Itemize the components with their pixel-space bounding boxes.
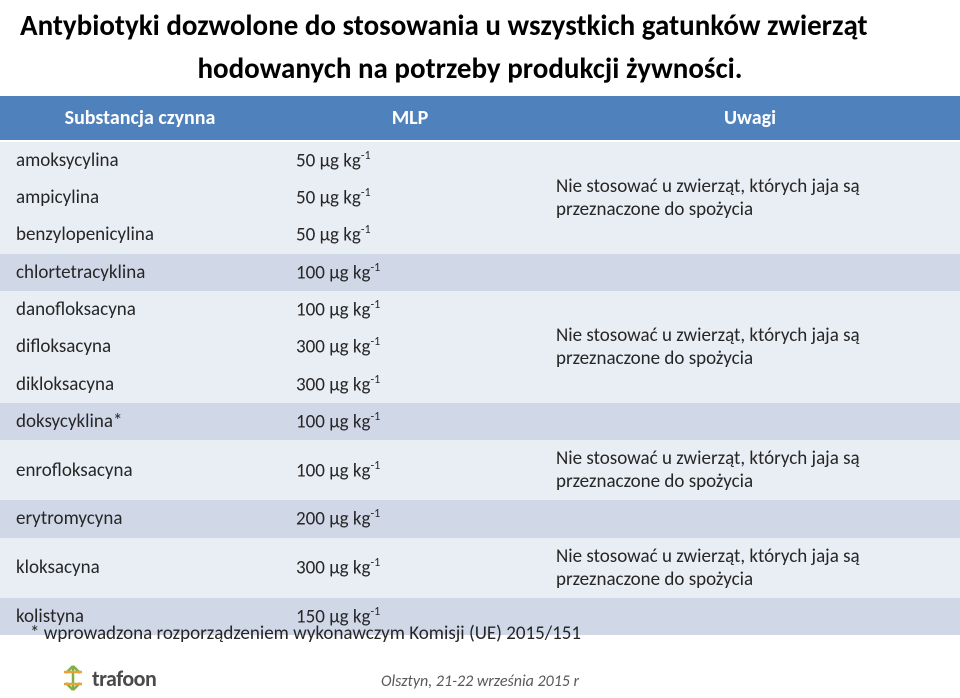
substance-cell: doksycyklina* — [0, 403, 280, 440]
substance-cell: benzylopenicylina — [0, 216, 280, 253]
mlp-cell: 200 µg kg-1 — [280, 500, 540, 537]
substance-cell: danofloksacyna — [0, 291, 280, 328]
table-row: danofloksacyna 100 µg kg-1 Nie stosować … — [0, 291, 960, 328]
mlp-cell: 300 µg kg-1 — [280, 366, 540, 403]
mlp-cell: 50 µg kg-1 — [280, 216, 540, 253]
table-row: amoksycylina 50 µg kg-1 Nie stosować u z… — [0, 141, 960, 179]
trafoon-logo: trafoon — [58, 663, 156, 693]
footnote-text: * wprowadzona rozporządzeniem wykonawczy… — [30, 622, 581, 645]
footer-location-date: Olsztyn, 21-22 września 2015 r — [381, 672, 579, 691]
table-row: kloksacyna 300 µg kg-1 Nie stosować u zw… — [0, 538, 960, 598]
substance-cell: ampicylina — [0, 179, 280, 216]
table-row: enrofloksacyna 100 µg kg-1 Nie stosować … — [0, 440, 960, 500]
mlp-cell: 100 µg kg-1 — [280, 403, 540, 440]
header-notes: Uwagi — [540, 96, 960, 141]
table-row: doksycyklina* 100 µg kg-1 — [0, 403, 960, 440]
trafoon-logo-text: trafoon — [92, 665, 156, 692]
note-cell: Nie stosować u zwierząt, których jaja są… — [540, 538, 960, 598]
note-cell — [540, 500, 960, 537]
note-cell — [540, 598, 960, 635]
mlp-cell: 100 µg kg-1 — [280, 291, 540, 328]
substance-cell: enrofloksacyna — [0, 440, 280, 500]
note-cell — [540, 254, 960, 291]
note-cell — [540, 403, 960, 440]
mlp-cell: 50 µg kg-1 — [280, 179, 540, 216]
slide-title-line2: hodowanych na potrzeby produkcji żywnośc… — [0, 43, 960, 86]
note-cell: Nie stosować u zwierząt, których jaja są… — [540, 440, 960, 500]
mlp-cell: 300 µg kg-1 — [280, 538, 540, 598]
table-row: chlortetracyklina 100 µg kg-1 — [0, 254, 960, 291]
slide-title-line1: Antybiotyki dozwolone do stosowania u ws… — [0, 0, 960, 43]
substance-cell: amoksycylina — [0, 141, 280, 179]
note-cell: Nie stosować u zwierząt, których jaja są… — [540, 141, 960, 254]
substance-cell: chlortetracyklina — [0, 254, 280, 291]
header-substance: Substancja czynna — [0, 96, 280, 141]
substance-cell: dikloksacyna — [0, 366, 280, 403]
mlp-cell: 50 µg kg-1 — [280, 141, 540, 179]
footer-bar: trafoon Olsztyn, 21-22 września 2015 r — [0, 649, 960, 697]
mlp-cell: 100 µg kg-1 — [280, 440, 540, 500]
trafoon-logo-icon — [58, 663, 88, 693]
substance-cell: kloksacyna — [0, 538, 280, 598]
mlp-cell: 100 µg kg-1 — [280, 254, 540, 291]
substance-cell: erytromycyna — [0, 500, 280, 537]
table-header-row: Substancja czynna MLP Uwagi — [0, 96, 960, 141]
mlp-cell: 300 µg kg-1 — [280, 328, 540, 365]
antibiotics-table: Substancja czynna MLP Uwagi amoksycylina… — [0, 96, 960, 635]
header-mlp: MLP — [280, 96, 540, 141]
substance-cell: difloksacyna — [0, 328, 280, 365]
table-row: erytromycyna 200 µg kg-1 — [0, 500, 960, 537]
note-cell: Nie stosować u zwierząt, których jaja są… — [540, 291, 960, 403]
